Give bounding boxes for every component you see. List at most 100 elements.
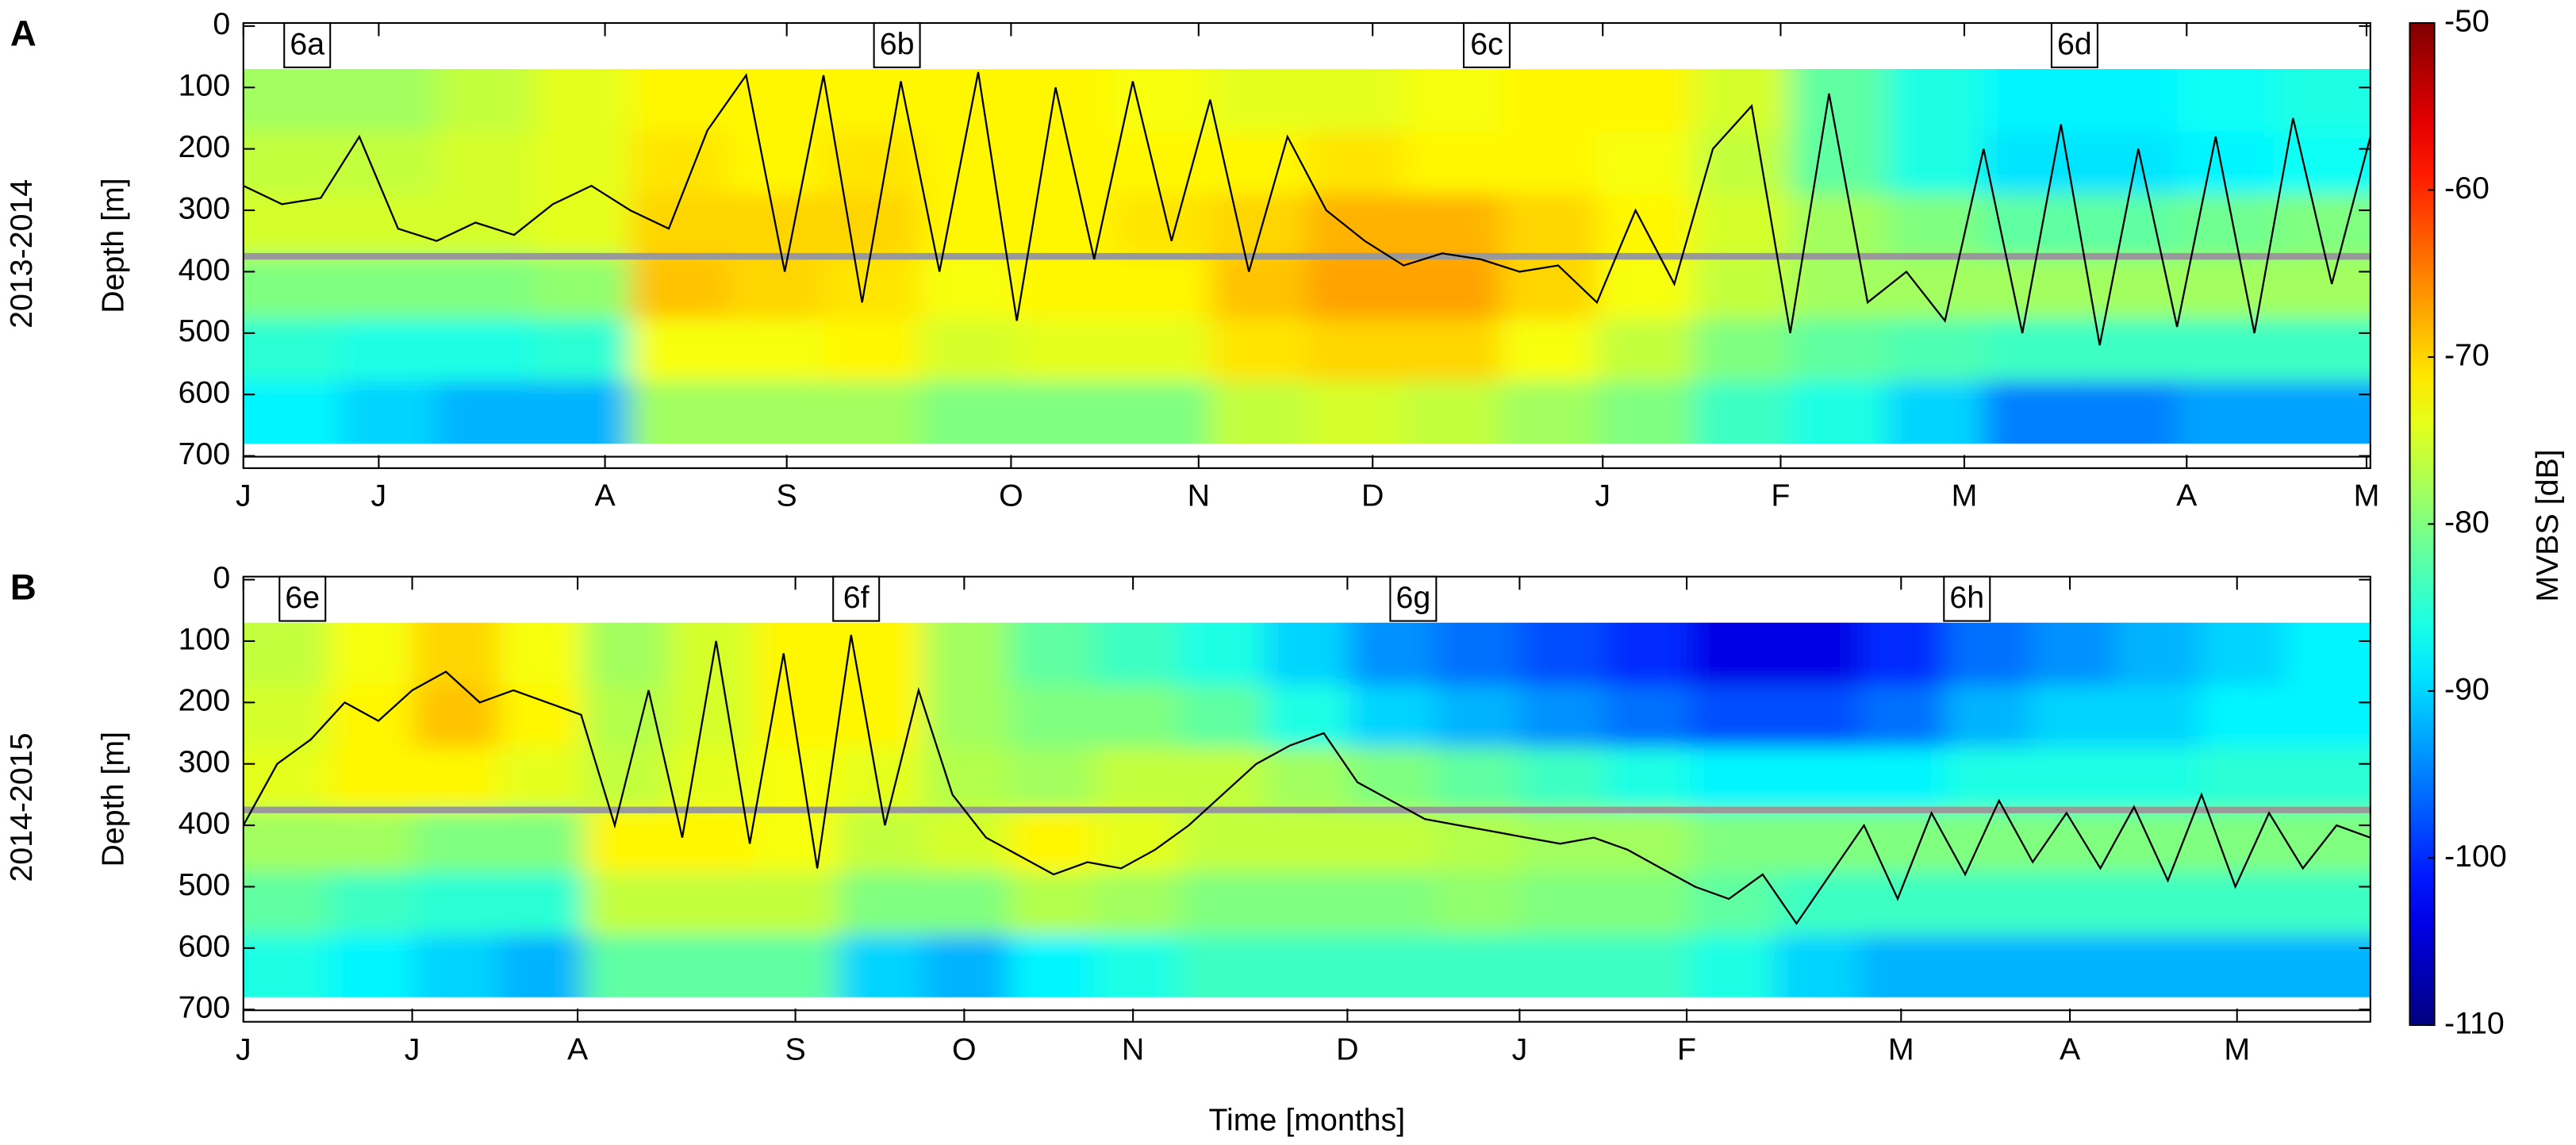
heat-cell: [2285, 872, 2371, 937]
heat-cell: [668, 809, 756, 874]
heat-cell: [498, 685, 585, 750]
heat-cell: [923, 747, 1012, 812]
x-tick-label: N: [1188, 478, 1210, 513]
heat-cell: [1689, 685, 1777, 750]
heat-cell: [436, 69, 536, 133]
heat-cell: [923, 622, 1012, 687]
heat-cell: [2115, 685, 2202, 750]
heat-cell: [1008, 935, 1096, 997]
heat-cell: [2285, 809, 2371, 874]
heat-cell: [1689, 747, 1777, 812]
heat-cell: [1434, 685, 1522, 750]
heat-cell: [1693, 69, 1792, 133]
heat-cell: [919, 131, 1019, 196]
x-tick-label: D: [1336, 1032, 1358, 1066]
x-tick-label: O: [999, 478, 1023, 513]
heat-cell: [1860, 747, 1947, 812]
heat-cell: [668, 622, 756, 687]
heat-cell: [2080, 69, 2179, 133]
colorbar-tick-label: -110: [2444, 1005, 2505, 1040]
heat-cell: [583, 685, 671, 750]
heat-cell: [1016, 381, 1115, 444]
heat-cell: [340, 318, 439, 383]
heat-cell: [243, 69, 342, 133]
heat-cell: [839, 935, 926, 997]
x-tick-label: F: [1771, 478, 1790, 513]
heat-cell: [1519, 747, 1607, 812]
heat-cell: [1008, 872, 1096, 937]
x-tick-label: D: [1361, 478, 1384, 513]
x-tick-label: J: [1512, 1032, 1528, 1066]
heat-cell: [1349, 935, 1437, 997]
y-tick-label: 400: [179, 805, 231, 840]
heat-cell: [1790, 381, 1889, 444]
heat-cell: [1790, 318, 1889, 383]
y-tick-label: 300: [179, 190, 231, 225]
heat-cell: [1016, 194, 1115, 259]
heat-cell: [1094, 747, 1181, 812]
heat-cell: [1094, 685, 1181, 750]
heat-cell: [2273, 131, 2371, 196]
annotation: 6d: [2057, 26, 2092, 61]
heat-cell: [1519, 809, 1607, 874]
heat-cell: [2115, 872, 2202, 937]
row-label: 2013-2014: [4, 179, 39, 329]
annotation-box: [2050, 21, 2098, 68]
heat-cell: [823, 131, 922, 196]
heat-cell: [2285, 685, 2371, 750]
heat-cell: [2273, 256, 2371, 321]
x-tick-label: A: [2060, 1032, 2081, 1066]
heat-cell: [1403, 256, 1503, 321]
heat-cell: [1016, 69, 1115, 133]
heat-cell: [839, 622, 926, 687]
colorbar-tick-label: -100: [2444, 839, 2507, 874]
heat-cell: [1434, 872, 1522, 937]
heat-cell: [2273, 381, 2371, 444]
heat-cell: [630, 318, 729, 383]
heat-cell: [1596, 69, 1695, 133]
heat-cell: [754, 809, 841, 874]
heat-cell: [243, 935, 331, 997]
heat-cell: [498, 747, 585, 812]
heat-cell: [1403, 69, 1503, 133]
heat-cell: [1983, 131, 2083, 196]
heat-cell: [727, 69, 826, 133]
heat-cell: [630, 256, 729, 321]
heat-cell: [839, 872, 926, 937]
heat-cell: [1775, 809, 1862, 874]
heat-cell: [2200, 809, 2287, 874]
heat-cell: [2080, 381, 2179, 444]
heat-cell: [2115, 935, 2202, 997]
y-tick-label: 200: [179, 129, 231, 164]
x-tick-label: S: [777, 478, 797, 513]
heat-cell: [923, 685, 1012, 750]
heat-cell: [413, 935, 501, 997]
heat-cell: [630, 194, 729, 259]
heat-cell: [1693, 381, 1792, 444]
heat-cell: [1944, 809, 2032, 874]
heat-cell: [1604, 809, 1691, 874]
heat-cell: [1983, 318, 2083, 383]
heat-cell: [583, 809, 671, 874]
heat-cell: [1307, 131, 1406, 196]
heat-cell: [533, 194, 632, 259]
heat-cell: [1016, 131, 1115, 196]
heat-cell: [1500, 318, 1599, 383]
depth-line: [242, 634, 2371, 925]
x-tick-label: A: [594, 478, 616, 513]
heat-cell: [1016, 256, 1115, 321]
heat-cell: [1210, 194, 1309, 259]
heat-cell: [2200, 622, 2287, 687]
heat-cell: [1094, 809, 1181, 874]
heat-cell: [1596, 131, 1695, 196]
x-tick-label: M: [2354, 478, 2380, 513]
y-tick-label: 0: [213, 6, 230, 41]
heat-cell: [1604, 747, 1691, 812]
heat-cell: [1693, 256, 1792, 321]
heat-cell: [436, 131, 536, 196]
heat-cell: [2285, 622, 2371, 687]
heat-cell: [630, 381, 729, 444]
heat-cell: [2080, 318, 2179, 383]
heat-cell: [1604, 872, 1691, 937]
x-tick-label: S: [785, 1032, 805, 1066]
